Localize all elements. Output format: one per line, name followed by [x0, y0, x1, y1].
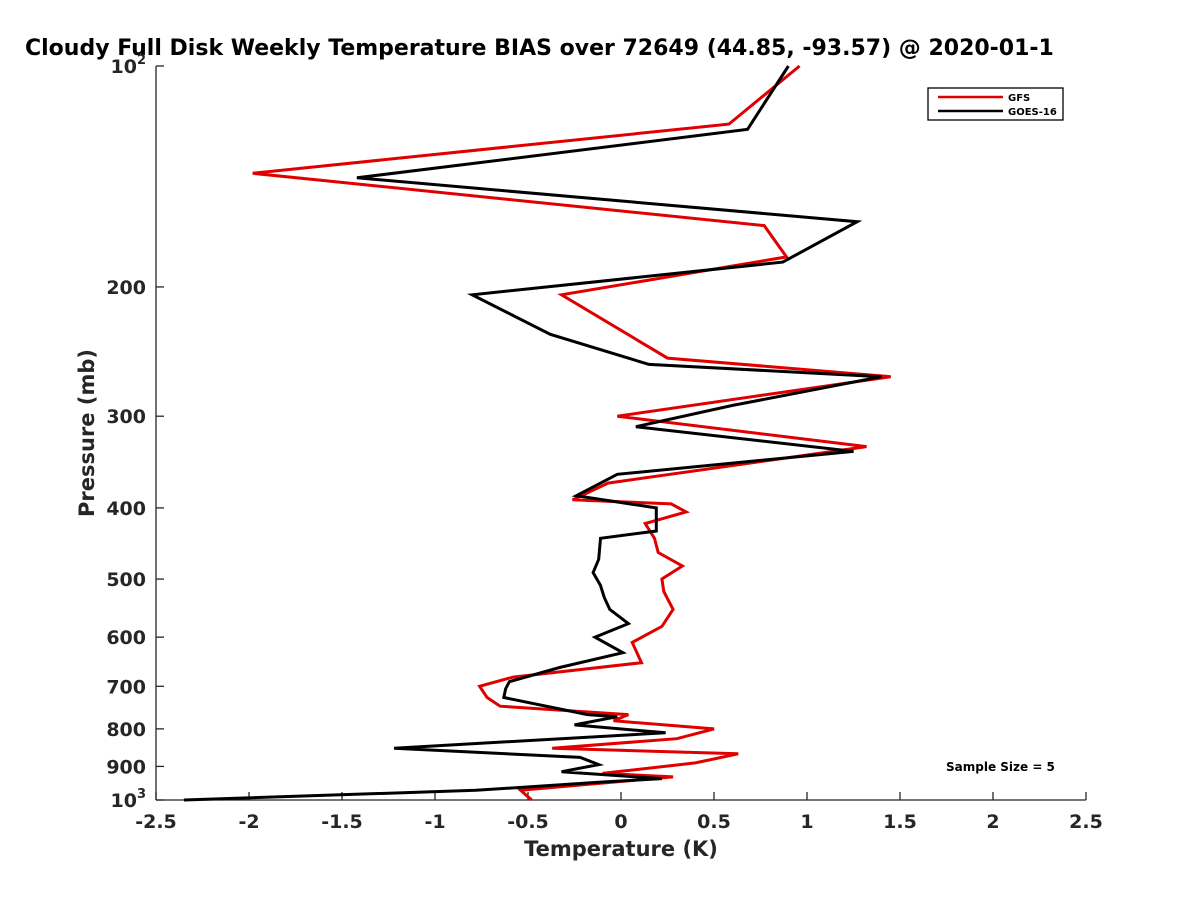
- y-tick-label: 700: [106, 676, 146, 698]
- y-tick-label: 200: [106, 277, 146, 299]
- y-tick-label: 600: [106, 627, 146, 649]
- chart-title: Cloudy Full Disk Weekly Temperature BIAS…: [25, 36, 1054, 61]
- y-tick-label: 900: [106, 756, 146, 778]
- y-tick-label: 103: [111, 787, 147, 812]
- y-tick-label: 800: [106, 719, 146, 741]
- y-tick-label: 400: [106, 498, 146, 520]
- plot-area: -2.5 -2 -1.5 -1 -0.5 0 0.5 1 1.5 2 2.5 10220030040…: [106, 53, 1103, 833]
- x-tick-label: -1: [424, 811, 445, 833]
- x-tick-label: 2.5: [1069, 811, 1103, 833]
- sample-size-annotation: Sample Size = 5: [946, 760, 1055, 774]
- x-tick-label: 2: [986, 811, 999, 833]
- x-tick-label: -2.5: [135, 811, 177, 833]
- y-tick-label-base: 10: [111, 790, 137, 812]
- x-tick-label: 0: [614, 811, 627, 833]
- x-tick-label: -2: [238, 811, 259, 833]
- x-tick-label: -0.5: [507, 811, 549, 833]
- y-tick-label-exponent: 2: [137, 53, 146, 68]
- series-line-gfs: [252, 64, 891, 802]
- y-tick-label: 102: [111, 53, 147, 78]
- y-tick-label: 300: [106, 406, 146, 428]
- x-tick-label: 1: [800, 811, 813, 833]
- x-ticks: -2.5 -2 -1.5 -1 -0.5 0 0.5 1 1.5 2 2.5: [135, 792, 1103, 833]
- series-group: [183, 64, 891, 802]
- legend-box: [927, 87, 1064, 121]
- x-tick-label: -1.5: [321, 811, 363, 833]
- x-axis-label: Temperature (K): [524, 837, 718, 861]
- x-tick-label: 1.5: [883, 811, 917, 833]
- x-tick-label: 0.5: [697, 811, 731, 833]
- y-tick-label-exponent: 3: [137, 787, 146, 802]
- legend: GFS GOES-16: [927, 87, 1064, 121]
- y-axis-label: Pressure (mb): [75, 349, 99, 517]
- series-line-goes-16: [183, 65, 882, 802]
- legend-label: GOES-16: [1008, 107, 1057, 118]
- legend-label: GFS: [1008, 93, 1030, 104]
- y-tick-label: 500: [106, 569, 146, 591]
- y-tick-label-base: 10: [111, 56, 137, 78]
